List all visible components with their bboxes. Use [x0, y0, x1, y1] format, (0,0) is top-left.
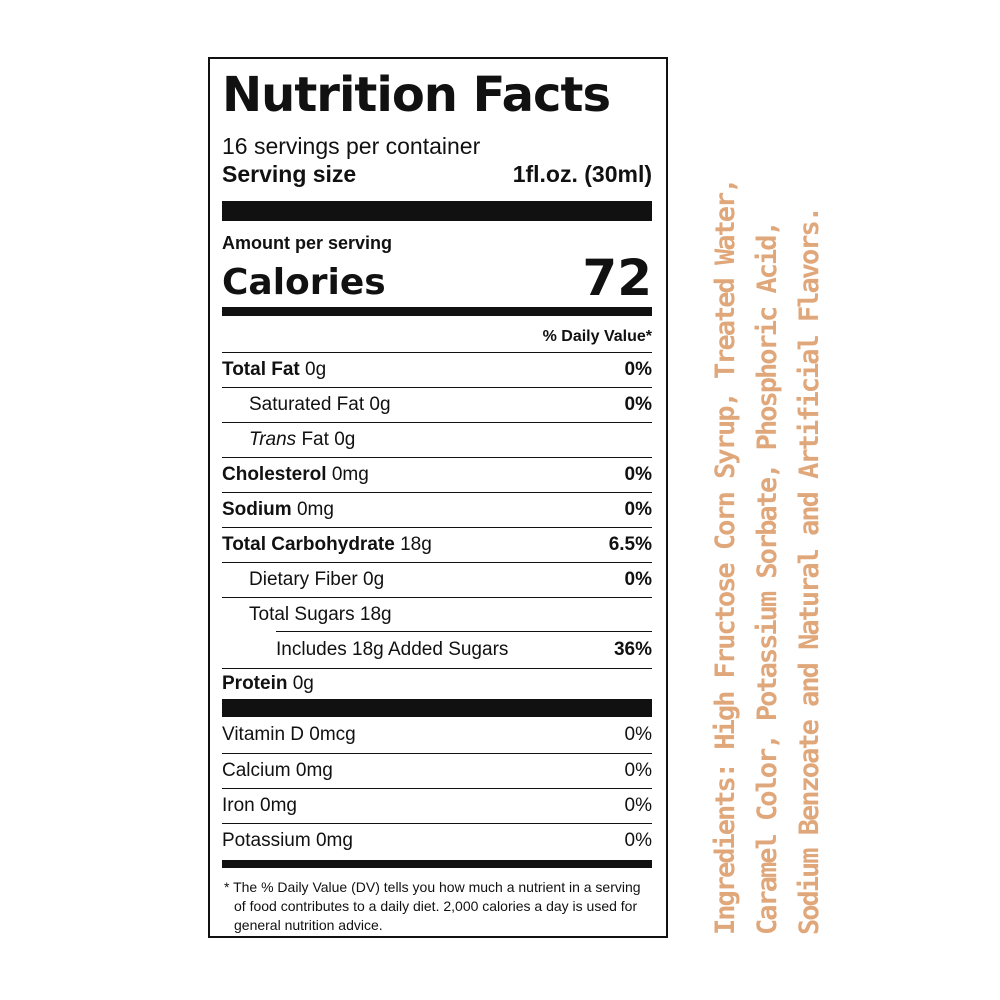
ingredients-line-2: Caramel Color, Potassium Sorbate, Phosph… — [752, 222, 783, 935]
thick-divider-vitamins — [222, 699, 652, 717]
nutrient-name: Sodium — [222, 499, 292, 520]
vitamin-name: Iron 0mg — [222, 795, 297, 816]
nutrient-row-total-carbohydrate: Total Carbohydrate 18g 6.5% — [222, 528, 652, 563]
nutrient-name-trans: Trans — [249, 429, 297, 450]
nutrient-dv: 6.5% — [608, 534, 652, 555]
nutrient-dv: 0% — [624, 464, 652, 485]
nutrient-row-protein: Protein 0g — [222, 669, 652, 699]
nutrient-name: Dietary Fiber — [249, 569, 358, 590]
ingredients-text: Ingredients: High Fructose Corn Syrup, T… — [705, 155, 835, 935]
nutrient-row-cholesterol: Cholesterol 0mg 0% — [222, 458, 652, 493]
nutrient-name: Total Carbohydrate — [222, 534, 395, 555]
nutrient-dv: 0% — [624, 569, 652, 590]
nutrient-name-fat: Fat — [301, 429, 329, 450]
nutrient-amount: 18g — [359, 604, 392, 625]
daily-value-header: % Daily Value* — [222, 316, 652, 353]
vitamin-row: Iron 0mg 0% — [222, 789, 652, 824]
nutrient-row-total-fat: Total Fat 0g 0% — [222, 353, 652, 388]
medium-divider — [222, 307, 652, 316]
thick-divider — [222, 201, 652, 221]
nutrient-name: Includes 18g Added Sugars — [276, 639, 509, 660]
vitamin-dv: 0% — [624, 795, 652, 816]
nutrient-dv: 36% — [613, 639, 652, 660]
nutrient-amount: 0g — [292, 673, 314, 694]
nutrient-row-added-sugars: Includes 18g Added Sugars 36% — [222, 632, 652, 669]
nutrient-row-total-sugars: Total Sugars 18g — [222, 598, 652, 632]
vitamin-dv: 0% — [624, 760, 652, 781]
ingredients-line-3: Sodium Benzoate and Natural and Artifici… — [794, 207, 825, 935]
calories-row: Calories 72 — [222, 249, 652, 307]
nutrient-dv: 0% — [624, 359, 652, 380]
calories-value: 72 — [582, 249, 652, 307]
ingredients-line-1: Ingredients: High Fructose Corn Syrup, T… — [710, 179, 741, 935]
nutrient-amount: 0g — [334, 429, 356, 450]
nutrient-dv: 0% — [624, 499, 652, 520]
label-title: Nutrition Facts — [222, 67, 611, 123]
vitamin-name: Potassium 0mg — [222, 830, 353, 851]
vitamin-row: Calcium 0mg 0% — [222, 754, 652, 789]
nutrition-facts-label: Nutrition Facts 16 servings per containe… — [208, 57, 668, 938]
nutrient-row-trans-fat: Trans Fat 0g — [222, 423, 652, 458]
vitamin-row: Vitamin D 0mcg 0% — [222, 717, 652, 754]
nutrient-row-dietary-fiber: Dietary Fiber 0g 0% — [222, 563, 652, 598]
nutrient-name: Total Sugars — [249, 604, 355, 625]
nutrient-row-saturated-fat: Saturated Fat 0g 0% — [222, 388, 652, 423]
nutrient-name: Saturated Fat — [249, 394, 365, 415]
vitamin-dv: 0% — [624, 830, 652, 851]
serving-size-value: 1fl.oz. (30ml) — [512, 161, 652, 187]
nutrient-amount: 0g — [369, 394, 391, 415]
partial-divider — [276, 631, 652, 632]
nutrient-amount: 0mg — [331, 464, 369, 485]
nutrient-amount: 18g — [400, 534, 432, 555]
nutrient-name: Total Fat — [222, 359, 300, 380]
medium-divider-footnote — [222, 860, 652, 868]
servings-per-container: 16 servings per container — [222, 133, 481, 159]
serving-size-row: Serving size 1fl.oz. (30ml) — [222, 161, 652, 191]
nutrient-name: Protein — [222, 673, 288, 694]
nutrient-amount: 0g — [305, 359, 327, 380]
vitamin-name: Calcium 0mg — [222, 760, 333, 781]
vitamin-row: Potassium 0mg 0% — [222, 824, 652, 858]
footnote-text: * The % Daily Value (DV) tells you how m… — [224, 879, 641, 933]
serving-size-label: Serving size — [222, 161, 357, 187]
nutrient-row-sodium: Sodium 0mg 0% — [222, 493, 652, 528]
vitamin-dv: 0% — [624, 724, 652, 745]
daily-value-footnote: * The % Daily Value (DV) tells you how m… — [222, 878, 652, 935]
total-sugars-wrap: Total Sugars 18g — [222, 598, 652, 632]
vitamin-name: Vitamin D 0mcg — [222, 724, 356, 745]
calories-label: Calories — [222, 262, 386, 303]
nutrient-dv: 0% — [624, 394, 652, 415]
nutrient-amount: 0mg — [296, 499, 334, 520]
nutrient-name: Cholesterol — [222, 464, 327, 485]
amount-per-serving: Amount per serving — [222, 233, 393, 253]
nutrient-amount: 0g — [363, 569, 385, 590]
